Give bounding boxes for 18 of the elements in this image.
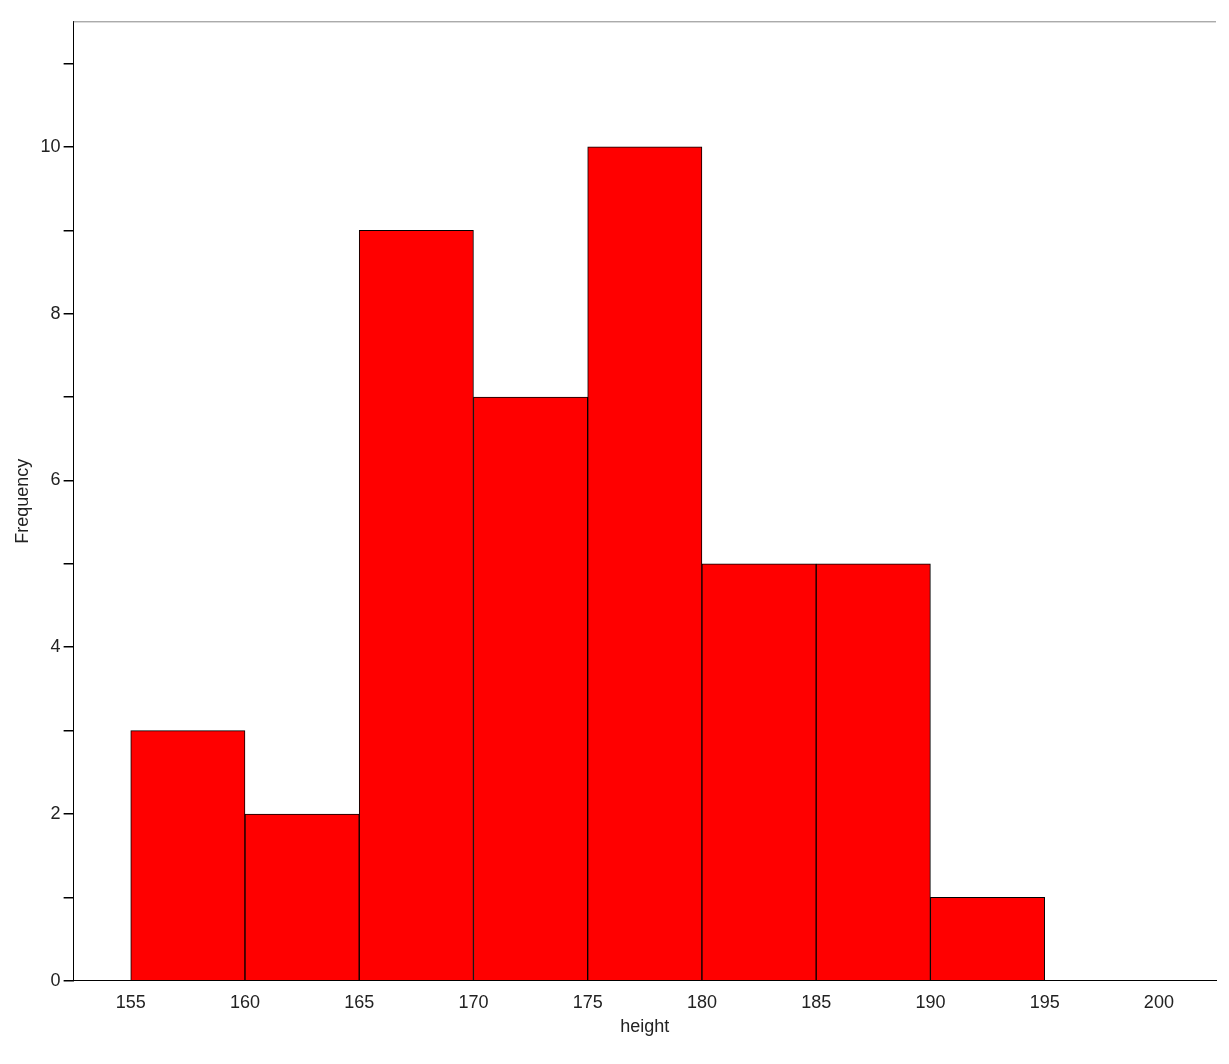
x-tick-label: 190	[915, 991, 946, 1012]
x-tick-label: 165	[344, 991, 375, 1012]
y-tick-label: 2	[50, 802, 61, 823]
y-tick-label: 8	[50, 302, 61, 323]
y-tick-label: 0	[50, 969, 61, 990]
x-tick-label: 175	[572, 991, 603, 1012]
x-tick-label: 155	[115, 991, 146, 1012]
y-tick-label: 4	[50, 636, 61, 657]
x-tick-label: 170	[458, 991, 489, 1012]
y-tick-label: 10	[40, 135, 61, 156]
x-tick-label: 195	[1029, 991, 1060, 1012]
y-tick-label: 6	[50, 469, 61, 490]
x-tick-label: 200	[1143, 991, 1174, 1012]
y-axis-title: Frequency	[11, 458, 32, 544]
x-axis-title: height	[620, 1016, 670, 1037]
x-tick-label: 180	[686, 991, 717, 1012]
x-tick-label: 185	[801, 991, 832, 1012]
x-tick-label: 160	[229, 991, 260, 1012]
